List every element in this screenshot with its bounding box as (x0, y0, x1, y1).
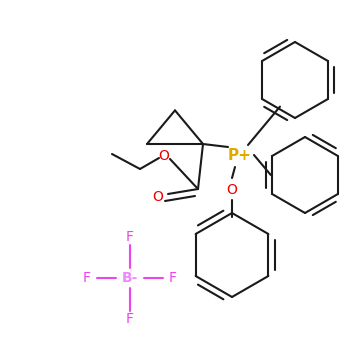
Text: O: O (159, 149, 170, 163)
Text: B-: B- (122, 271, 138, 285)
Text: F: F (126, 230, 134, 244)
Text: F: F (126, 312, 134, 326)
Text: F: F (169, 271, 177, 285)
Text: O: O (227, 183, 237, 197)
Text: F: F (83, 271, 91, 285)
Text: O: O (152, 190, 163, 204)
Text: P+: P+ (228, 147, 252, 163)
